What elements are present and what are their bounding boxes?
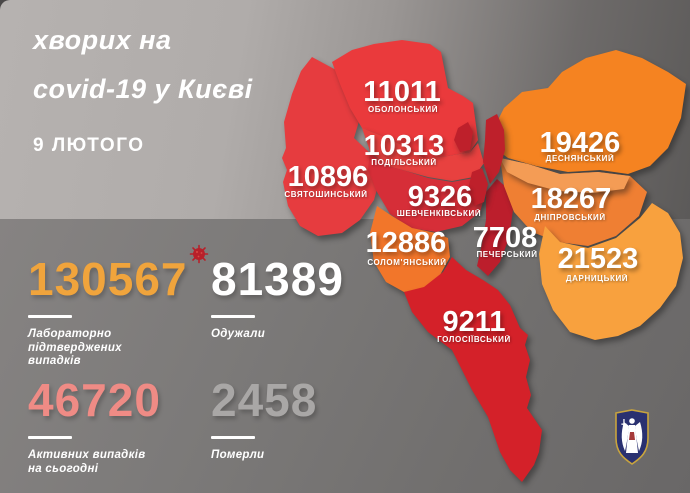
page-title: хворих на covid-19 у Києві [33,16,253,114]
district-pecherskyi-name: ПЕЧЕРСЬКИЙ [476,250,537,259]
divider-line [211,436,255,439]
district-pecherskyi-value: 7708 [473,222,538,254]
stat-deaths: 2458 Померли [211,377,317,463]
district-obolonskyi-shape [332,40,478,158]
coronavirus-icon [189,244,209,264]
district-desnianskyi-shape [494,50,686,174]
district-desnianskyi-value: 19426 [540,127,621,159]
district-obolonskyi-name: ОБОЛОНСЬКИЙ [368,105,438,114]
district-holosiivskyi-name: ГОЛОСІЇВСЬКИЙ [437,335,511,344]
district-shevchenkivskyi-shape [368,152,486,232]
district-dniprovskyi-value: 18267 [531,183,612,215]
district-darnytskyi-shape [539,203,683,340]
active-label: Активних випадків на сьогодні [28,449,146,475]
district-dniprovskyi-name: ДНІПРОВСЬКИЙ [534,213,606,222]
stat-active: 46720 Активних випадків на сьогодні [28,377,161,476]
divider-line [28,315,72,318]
kyiv-coat-of-arms-icon [615,409,649,465]
district-dniprovskyi-north-strip [500,158,630,193]
district-svyatoshynskyi-name: СВЯТОШИНСЬКИЙ [284,190,367,199]
recovered-label: Одужали [211,328,266,340]
district-desnianskyi-name: ДЕСНЯНСЬКИЙ [546,154,615,163]
confirmed-label: Лабораторно підтверджених випадків [28,328,122,368]
district-solomianskyi-value: 12886 [366,227,447,259]
district-pecherskyi-shape [477,179,513,276]
district-obolonskyi-value: 11011 [363,76,440,108]
district-svyatoshynskyi-shape [282,57,380,236]
district-shevchenkivskyi-name: ШЕВЧЕНКІВСЬКИЙ [397,209,481,218]
district-podilskyi-shape [362,128,484,181]
river-island [454,122,473,152]
district-solomianskyi-shape [370,206,450,292]
active-count: 46720 [28,374,161,426]
deaths-label: Померли [211,449,265,461]
stat-recovered: 81389 Одужали [211,256,344,342]
river-island [468,168,488,206]
river-island [483,114,505,184]
district-podilskyi-value: 10313 [364,130,445,162]
divider-line [211,315,255,318]
recovered-count: 81389 [211,253,344,305]
stat-confirmed: 130567 Лабораторно підтверджених випадкі… [28,256,188,369]
report-date: 9 ЛЮТОГО [33,135,145,156]
district-shevchenkivskyi-value: 9326 [408,181,473,213]
title-line-2: covid-19 у Києві [33,74,253,104]
district-holosiivskyi-value: 9211 [443,306,506,338]
title-line-1: хворих на [33,25,172,55]
district-darnytskyi-name: ДАРНИЦЬКИЙ [566,274,628,283]
deaths-count: 2458 [211,374,318,426]
divider-line [28,436,72,439]
district-svyatoshynskyi-value: 10896 [288,161,369,193]
district-solomianskyi-name: СОЛОМ'ЯНСЬКИЙ [367,258,446,267]
district-darnytskyi-value: 21523 [558,243,639,275]
confirmed-count: 130567 [28,253,188,305]
district-podilskyi-name: ПОДІЛЬСЬКИЙ [371,158,436,167]
district-holosiivskyi-shape [404,257,542,482]
